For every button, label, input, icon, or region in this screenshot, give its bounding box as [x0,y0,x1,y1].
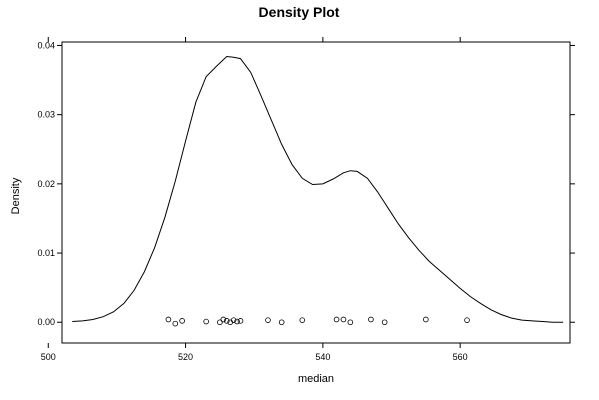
y-tick-label: 0.04 [37,40,55,50]
rug-point [172,320,179,327]
rug-point [179,318,185,324]
density-curve [72,56,564,323]
rug-point [464,317,470,323]
chart-title: Density Plot [259,4,340,20]
rug-point [230,317,237,323]
x-tick-label: 560 [453,352,468,362]
plot-frame [61,41,571,344]
y-tick-label: 0.00 [37,317,55,327]
rug-points [165,316,470,327]
rug-point [333,316,340,323]
y-tick-label: 0.03 [37,110,55,120]
x-tick-label: 520 [178,352,193,362]
rug-point [165,316,172,323]
rug-point [278,319,285,326]
rug-point [220,316,227,323]
rug-point [237,318,244,324]
x-tick-label: 500 [41,352,56,362]
rug-point [234,318,240,325]
rug-point [203,318,209,325]
y-axis-label: Density [10,177,22,214]
x-axis-label: median [298,373,334,385]
rug-point [423,316,429,323]
y-tick-label: 0.02 [37,179,55,189]
rug-point [217,319,223,326]
x-axis: 500 520 540 560 [41,37,468,362]
rug-point [340,316,347,323]
y-tick-label: 0.01 [37,248,55,258]
rug-point [347,319,354,326]
y-axis: 0.00 0.01 0.02 0.03 0.04 [37,40,575,327]
x-tick-label: 540 [315,352,330,362]
rug-point [299,317,306,323]
rug-point [368,316,374,323]
rug-point [265,317,271,323]
rug-point [223,318,230,324]
rug-point [381,319,388,326]
